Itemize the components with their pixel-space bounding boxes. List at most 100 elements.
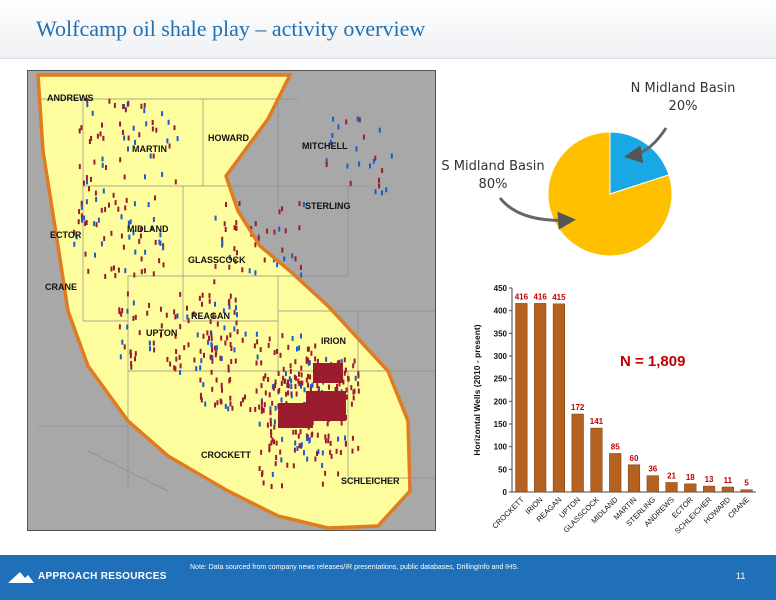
well-marker xyxy=(289,363,292,369)
wells-bar-chart: 0 50 100 150 200 250 300 350 400 450 Horizontal We… xyxy=(466,280,762,550)
well-marker xyxy=(290,393,293,399)
well-marker xyxy=(300,272,303,278)
well-marker xyxy=(306,436,308,441)
county-label: MARTIN xyxy=(132,144,167,154)
well-marker xyxy=(143,102,146,108)
well-marker xyxy=(236,250,238,256)
well-marker xyxy=(112,192,115,198)
well-marker xyxy=(200,397,203,403)
well-marker xyxy=(241,337,244,343)
county-label: MIDLAND xyxy=(127,224,169,234)
well-marker xyxy=(174,366,177,372)
well-marker xyxy=(297,433,300,439)
bar xyxy=(552,303,565,493)
well-marker xyxy=(260,360,263,366)
well-marker xyxy=(280,381,283,386)
well-marker xyxy=(121,308,124,313)
well-marker xyxy=(134,351,137,357)
well-marker xyxy=(346,163,349,169)
well-marker xyxy=(229,401,232,407)
well-marker xyxy=(336,383,338,389)
well-marker xyxy=(295,391,298,397)
well-marker xyxy=(209,354,212,360)
well-marker xyxy=(345,387,348,393)
well-marker xyxy=(154,239,157,245)
well-marker xyxy=(219,355,222,361)
well-marker xyxy=(126,101,129,107)
well-marker xyxy=(138,238,141,244)
well-marker xyxy=(146,310,149,316)
well-marker xyxy=(309,384,312,390)
well-marker xyxy=(258,466,261,471)
well-marker xyxy=(208,298,211,304)
well-marker xyxy=(101,162,104,168)
well-marker xyxy=(273,229,276,235)
well-marker xyxy=(298,201,301,207)
well-marker xyxy=(229,332,232,338)
well-marker xyxy=(331,133,334,138)
well-marker xyxy=(324,470,327,476)
well-marker xyxy=(176,136,179,142)
slice-value: 20% xyxy=(668,99,698,114)
well-marker xyxy=(108,98,111,104)
bar xyxy=(740,489,753,493)
well-marker xyxy=(224,403,227,409)
well-marker xyxy=(334,387,337,392)
well-marker xyxy=(143,108,146,114)
well-marker xyxy=(253,343,256,349)
well-marker xyxy=(298,345,301,351)
well-marker xyxy=(199,365,202,371)
well-marker xyxy=(140,269,143,275)
well-marker xyxy=(86,102,89,108)
well-marker xyxy=(321,481,324,487)
well-marker xyxy=(296,346,298,352)
well-marker xyxy=(349,180,352,186)
well-marker xyxy=(220,356,223,362)
well-marker xyxy=(119,121,122,127)
well-marker xyxy=(132,315,135,321)
bar xyxy=(534,303,547,493)
well-marker xyxy=(280,457,283,463)
well-marker xyxy=(372,158,375,164)
well-marker xyxy=(337,436,340,442)
well-marker xyxy=(275,440,278,446)
well-marker xyxy=(80,200,83,206)
well-marker xyxy=(299,380,302,386)
well-marker xyxy=(289,369,292,374)
well-marker xyxy=(144,174,146,180)
county-label: HOWARD xyxy=(208,133,249,143)
bar-value-label: 85 xyxy=(611,442,620,451)
well-marker xyxy=(255,331,258,337)
well-marker xyxy=(81,217,83,223)
well-marker xyxy=(278,209,281,215)
company-logo: APPROACH RESOURCES xyxy=(8,571,167,583)
well-marker xyxy=(385,187,388,193)
well-marker xyxy=(390,153,393,159)
well-marker xyxy=(105,165,107,170)
well-marker xyxy=(229,395,232,401)
well-marker xyxy=(249,407,252,413)
well-marker xyxy=(279,449,282,455)
well-marker xyxy=(152,340,155,346)
well-marker xyxy=(248,268,251,274)
pie-slice xyxy=(547,131,673,257)
well-marker xyxy=(263,402,266,408)
well-marker xyxy=(152,217,155,222)
well-marker xyxy=(270,484,273,489)
bar xyxy=(571,413,584,493)
leader-arrow xyxy=(624,127,668,164)
well-marker xyxy=(129,219,132,225)
well-marker xyxy=(160,306,162,312)
well-marker xyxy=(210,343,213,349)
well-marker xyxy=(208,335,210,341)
well-marker xyxy=(311,382,314,388)
well-marker xyxy=(93,159,96,165)
well-marker xyxy=(294,359,297,365)
well-marker xyxy=(161,171,164,177)
well-marker xyxy=(269,417,272,423)
well-marker xyxy=(316,432,319,438)
well-marker xyxy=(317,386,320,392)
well-marker xyxy=(228,304,231,310)
well-marker xyxy=(303,387,306,393)
well-marker xyxy=(215,377,218,383)
